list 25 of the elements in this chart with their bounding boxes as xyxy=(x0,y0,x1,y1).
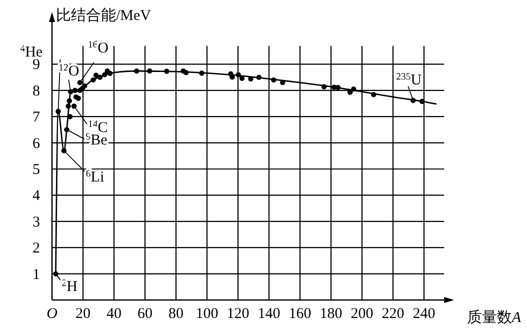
x-tick-label: 200 xyxy=(350,306,374,322)
y-axis-title: 比结合能/MeV xyxy=(56,7,152,24)
y-tick-label: 2 xyxy=(32,240,40,257)
x-tick-label: 100 xyxy=(196,306,218,322)
x-tick-label: 140 xyxy=(258,306,280,322)
x-tick-label: 40 xyxy=(106,306,122,322)
annotation: $^{235}$U xyxy=(396,70,422,88)
y-tick-label: 8 xyxy=(32,83,40,100)
x-axis-title: 质量数A xyxy=(466,309,522,326)
x-tick-label: 20 xyxy=(76,306,90,322)
annotation: $^{6}$Li xyxy=(86,168,104,186)
x-tick-label: 240 xyxy=(412,306,436,322)
x-tick-label: 60 xyxy=(138,306,152,322)
y-tick-label: 6 xyxy=(32,136,40,152)
x-tick-label: 180 xyxy=(320,306,342,322)
x-tick-label: 160 xyxy=(288,306,312,322)
x-tick-label: 220 xyxy=(382,306,404,322)
y-tick-label: 4 xyxy=(32,188,40,204)
x-tick-label: 120 xyxy=(226,306,250,322)
y-tick-label: 3 xyxy=(32,214,40,230)
y-tick-label: 1 xyxy=(32,266,40,283)
y-tick-label: 5 xyxy=(32,162,40,178)
y-tick-label: 7 xyxy=(32,110,40,126)
x-tick-label: 80 xyxy=(168,306,184,322)
x-tick-label: O xyxy=(46,306,58,322)
